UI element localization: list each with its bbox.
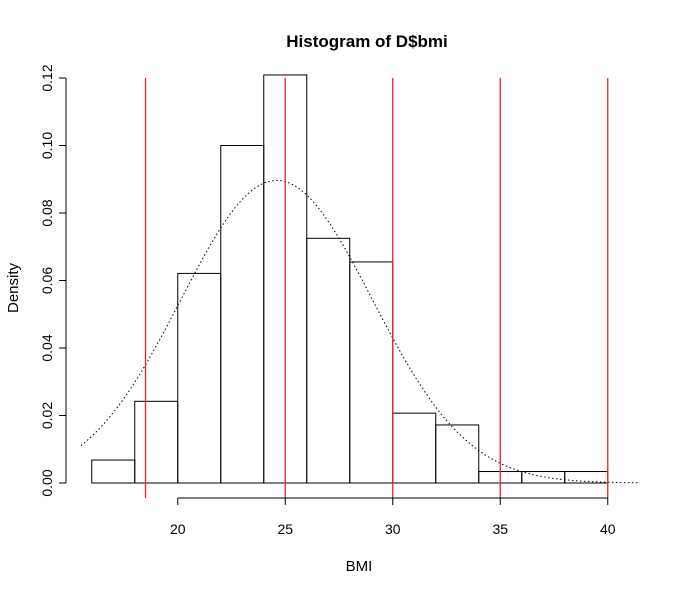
x-tick-label-2: 30 (385, 521, 401, 537)
chart-title: Histogram of D$bmi (286, 32, 448, 51)
histogram-bar-6 (349, 261, 394, 484)
histogram-bar-2 (177, 272, 222, 484)
y-tick-label-4: 0.08 (39, 199, 55, 226)
histogram-bar-11 (564, 471, 609, 484)
y-tick-label-6: 0.12 (39, 64, 55, 91)
x-tick-label-1: 25 (277, 521, 293, 537)
x-tick-label-4: 40 (600, 521, 616, 537)
density-curve-layer (80, 179, 641, 484)
histogram-bars (91, 74, 609, 484)
y-tick-label-1: 0.02 (39, 402, 55, 429)
y-axis: 0.00 0.02 0.04 0.06 0.08 0.10 0.12 (39, 64, 67, 497)
histogram-bar-10 (521, 471, 566, 484)
x-axis-label: BMI (346, 558, 373, 575)
y-tick-label-0: 0.00 (39, 469, 55, 496)
histogram-bar-8 (435, 424, 480, 484)
y-tick-label-5: 0.10 (39, 132, 55, 159)
y-tick-label-3: 0.06 (39, 267, 55, 294)
histogram-bar-7 (392, 412, 437, 484)
reference-lines (144, 78, 609, 498)
histogram-bar-3 (220, 145, 265, 484)
density-curve (80, 179, 641, 484)
x-axis: 20 25 30 35 40 (170, 497, 616, 537)
x-tick-label-0: 20 (170, 521, 186, 537)
x-tick-label-3: 35 (492, 521, 508, 537)
histogram-bar-0 (91, 459, 136, 484)
y-tick-label-2: 0.04 (39, 334, 55, 361)
y-axis-label: Density (5, 262, 22, 313)
histogram-bar-5 (306, 237, 351, 484)
histogram-bar-1 (134, 400, 179, 484)
